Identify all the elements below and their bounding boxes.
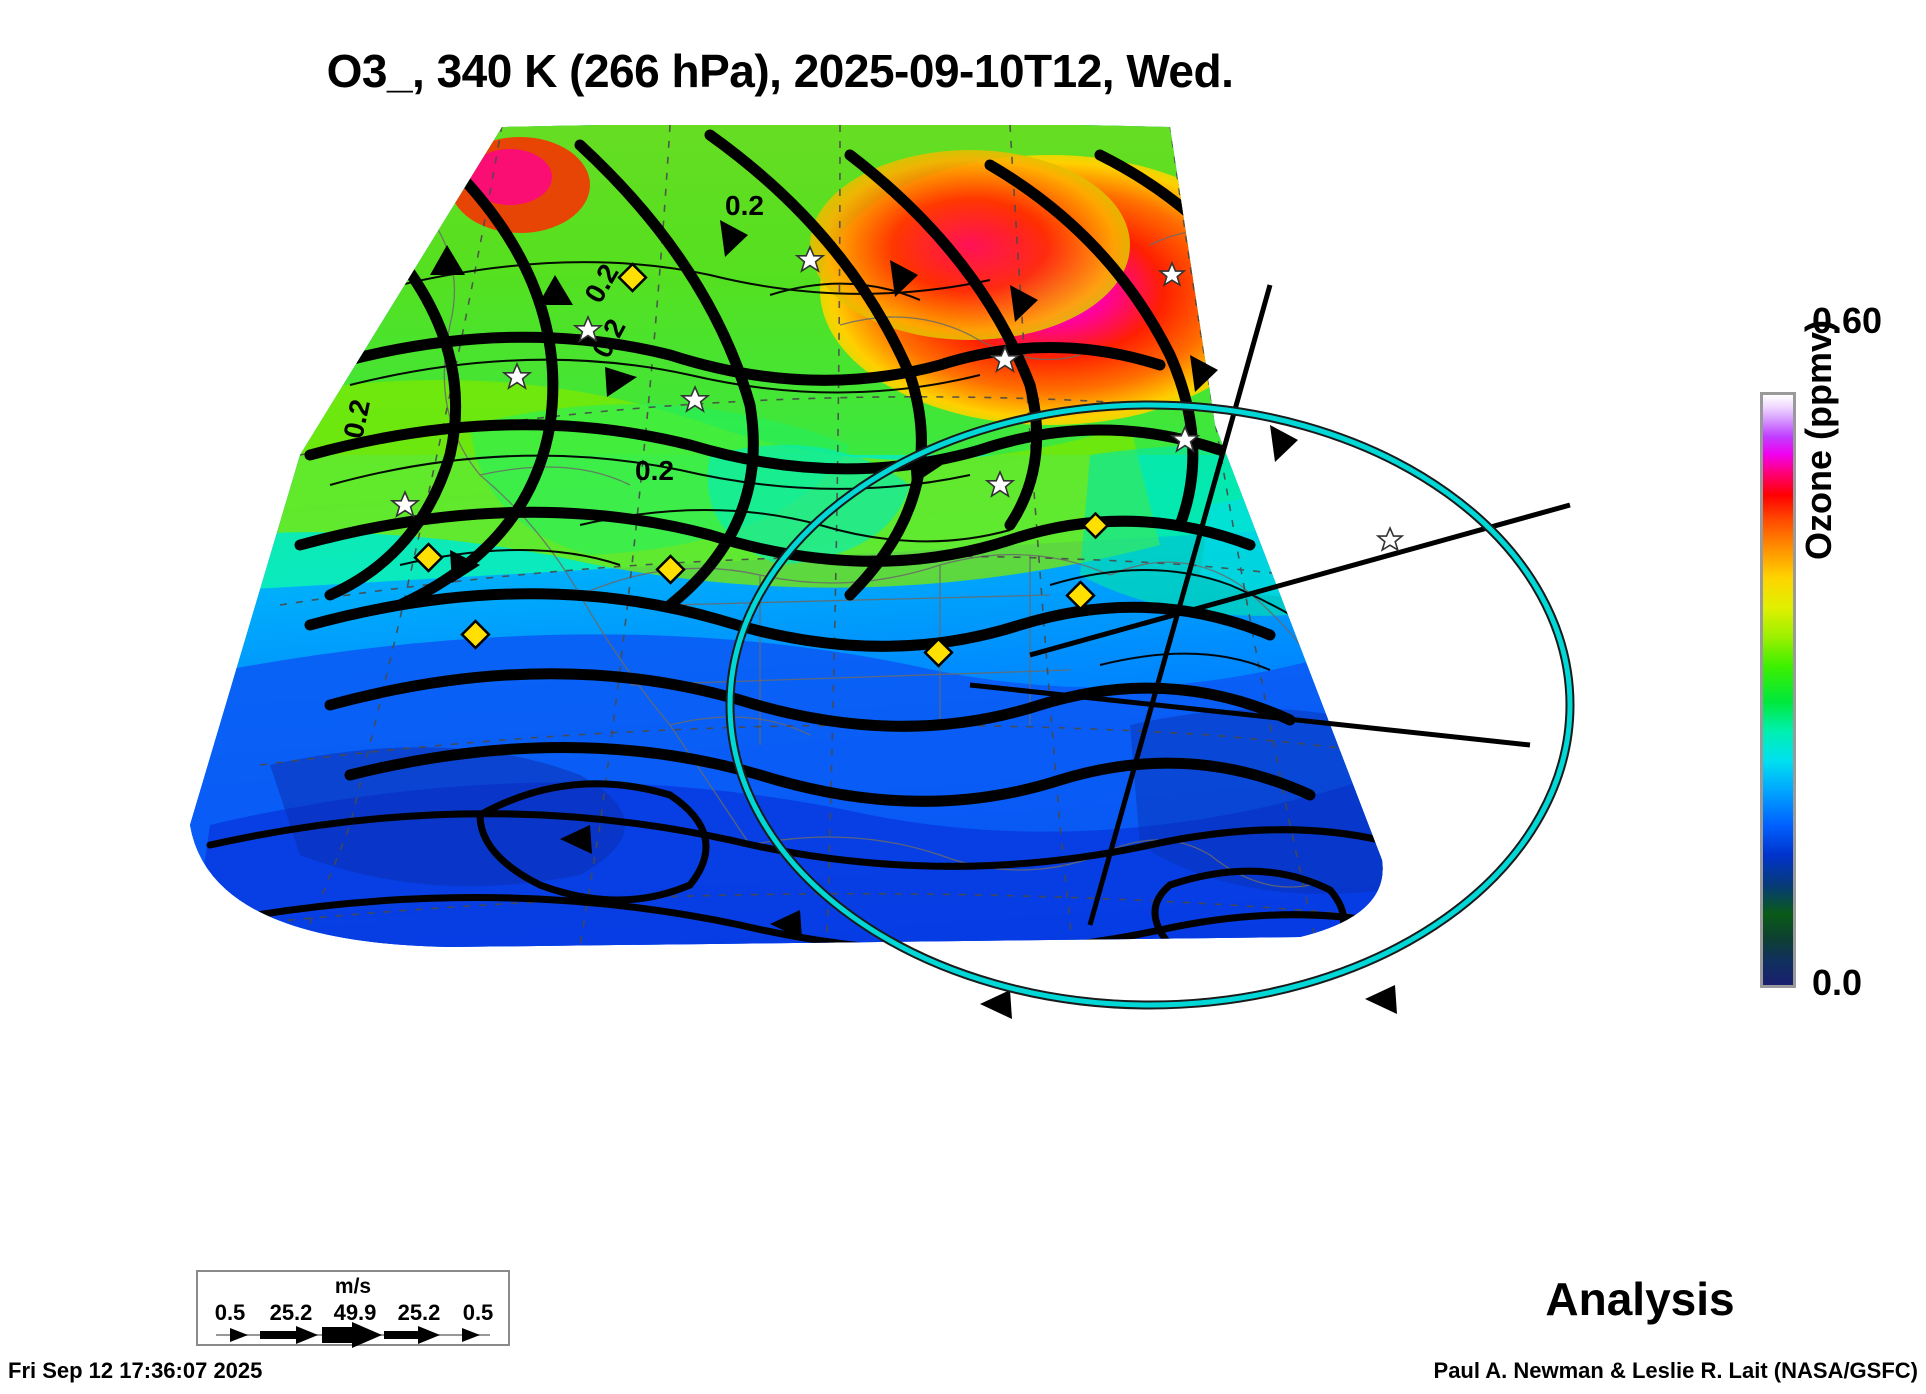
wind-legend-tick: 25.2	[269, 1300, 313, 1325]
wind-legend-tick: 25.2	[397, 1300, 441, 1325]
wind-legend-tick: 0.5	[214, 1300, 246, 1325]
page-title: O3_, 340 K (266 hPa), 2025-09-10T12, Wed…	[326, 45, 1234, 97]
map-canvas[interactable]: 0.2 0.2 0.2 0.2 0.2	[150, 125, 1710, 1255]
streamline-arrowheads	[430, 220, 1397, 1019]
contour-label: 0.2	[635, 455, 674, 486]
transect-lines	[969, 284, 1571, 926]
wind-legend-arrows	[216, 1322, 490, 1348]
wind-legend-tick: 0.5	[462, 1300, 494, 1325]
wind-legend-tick: 49.9	[333, 1300, 377, 1325]
streamline-layer	[294, 129, 1322, 807]
colorbar-max-label: 0.60	[1812, 300, 1883, 341]
wind-legend-unit: m/s	[334, 1275, 372, 1298]
analysis-label: Analysis	[1545, 1273, 1735, 1325]
ozone-map[interactable]: 0.2 0.2 0.2 0.2 0.2	[150, 125, 1710, 1255]
author-credit: Paul A. Newman & Leslie R. Lait (NASA/GS…	[1433, 1358, 1918, 1383]
contour-label: 0.2	[725, 190, 764, 221]
station-markers-diamond[interactable]	[413, 262, 1110, 668]
colorbar-min-label: 0.0	[1812, 962, 1863, 1003]
great-circle-arc	[725, 400, 1575, 1010]
colorbar-axis-label: Ozone (ppmv)	[1798, 320, 1839, 560]
colorbar	[1760, 392, 1796, 988]
station-markers-star[interactable]	[389, 244, 1405, 552]
generation-timestamp: Fri Sep 12 17:36:07 2025	[8, 1358, 263, 1383]
streamline-layer-south	[196, 780, 1383, 947]
wind-speed-legend: m/s 0.5 25.2 49.9 25.2 0.5	[196, 1270, 510, 1348]
